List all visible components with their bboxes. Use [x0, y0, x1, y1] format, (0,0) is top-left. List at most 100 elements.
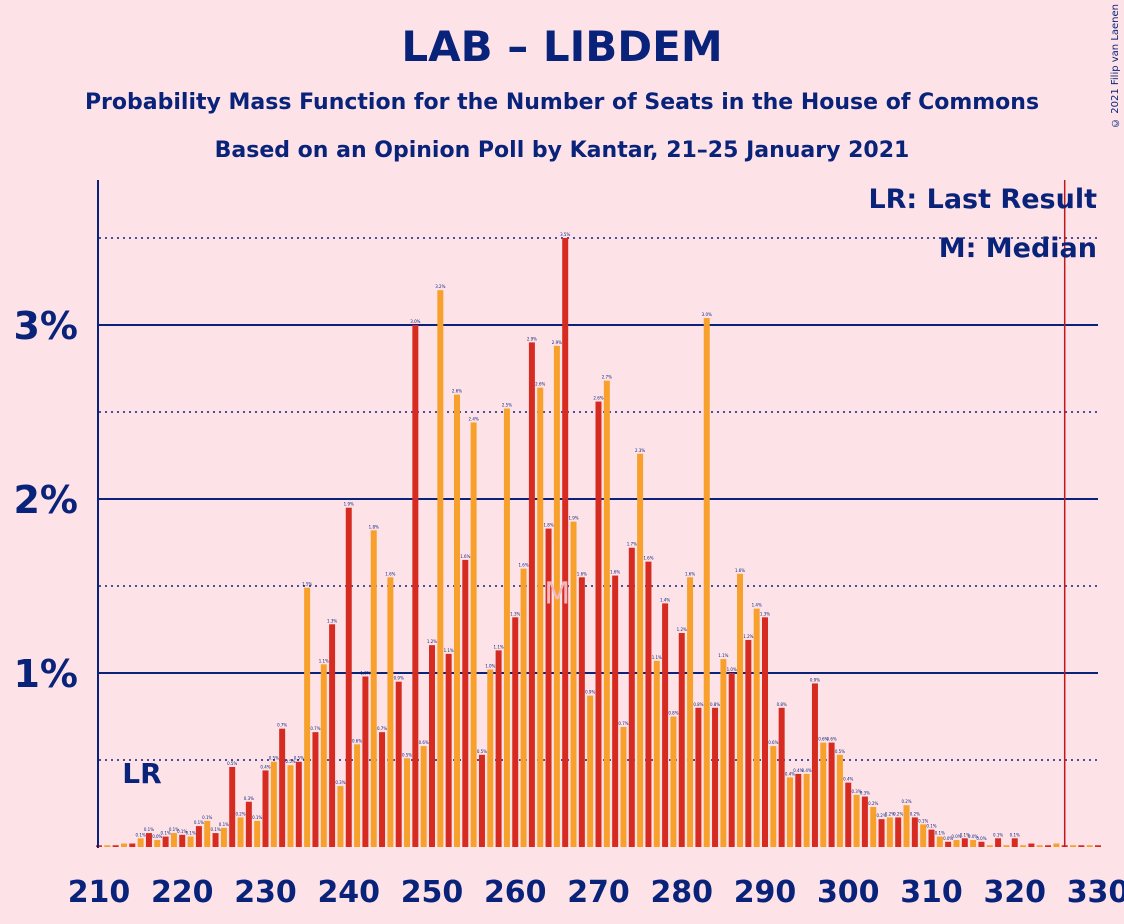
bar-value-label: 0.5%: [477, 749, 487, 754]
bar: [886, 817, 893, 847]
bar-value-label: 0.6%: [419, 740, 429, 745]
bar: [986, 845, 993, 847]
bar-value-label: 0.3%: [851, 789, 861, 794]
bar: [870, 806, 877, 847]
bar-value-label: 0.1%: [185, 831, 195, 836]
bar: [445, 653, 452, 847]
bar-value-label: 0.3%: [860, 791, 870, 796]
bar-value-label: 0.9%: [810, 677, 820, 682]
bar-value-label: 0.7%: [310, 726, 320, 731]
bar-value-label: 0.0%: [951, 834, 961, 839]
bar: [237, 817, 244, 847]
bar: [628, 547, 635, 847]
bar: [553, 345, 560, 847]
bar-value-label: 0.7%: [377, 726, 387, 731]
bar-value-label: 0.3%: [335, 780, 345, 785]
bar-value-label: 0.0%: [968, 834, 978, 839]
bar-value-label: 2.6%: [593, 396, 603, 401]
bar: [720, 659, 727, 847]
bar: [695, 707, 702, 847]
bar: [387, 577, 394, 847]
bar: [129, 843, 136, 847]
bar: [836, 754, 843, 847]
bar-value-label: 2.7%: [602, 375, 612, 380]
bar: [287, 765, 294, 847]
bar: [645, 561, 652, 847]
bar: [970, 840, 977, 847]
bar-value-label: 0.2%: [901, 799, 911, 804]
y-tick-label: 1%: [13, 652, 78, 696]
bar-value-label: 0.5%: [227, 761, 237, 766]
bar-value-label: 1.7%: [627, 542, 637, 547]
bar: [1003, 845, 1010, 847]
bar: [945, 841, 952, 847]
x-tick-label: 260: [484, 875, 547, 910]
bar: [245, 801, 252, 847]
bar: [578, 577, 585, 847]
bar: [337, 786, 344, 847]
bar: [637, 453, 644, 847]
bar: [312, 732, 319, 847]
bar-value-label: 1.5%: [302, 582, 312, 587]
bar-value-label: 3.5%: [560, 232, 570, 237]
bar: [562, 238, 569, 847]
bar: [137, 838, 144, 847]
bar-value-label: 0.1%: [219, 822, 229, 827]
bar-value-label: 2.9%: [527, 336, 537, 341]
bar: [961, 838, 968, 847]
y-tick-label: 3%: [13, 304, 78, 348]
bar: [220, 827, 227, 847]
bar: [737, 573, 744, 847]
bar: [370, 530, 377, 847]
bar-value-label: 1.1%: [319, 658, 329, 663]
bar: [911, 817, 918, 847]
x-tick-label: 210: [68, 875, 131, 910]
bar: [212, 833, 219, 847]
legend-median: M: Median: [939, 233, 1097, 264]
bar: [853, 794, 860, 847]
bar-value-label: 0.1%: [993, 832, 1003, 837]
bar: [404, 758, 411, 847]
bar: [953, 840, 960, 847]
bar-value-label: 0.0%: [976, 836, 986, 841]
bar-value-label: 0.1%: [960, 832, 970, 837]
bar-value-label: 1.0%: [727, 667, 737, 672]
bar-value-label: 0.0%: [943, 836, 953, 841]
bar: [620, 726, 627, 847]
bar: [612, 575, 619, 847]
bar: [537, 387, 544, 847]
bar: [603, 380, 610, 847]
bar-value-label: 0.4%: [843, 777, 853, 782]
bar: [795, 773, 802, 847]
bar-value-label: 0.1%: [252, 815, 262, 820]
chart-subtitle-poll: Based on an Opinion Poll by Kantar, 21–2…: [214, 138, 910, 163]
bar-value-label: 0.4%: [785, 771, 795, 776]
bar: [770, 746, 777, 847]
bar: [878, 819, 885, 847]
x-tick-label: 330: [1067, 875, 1124, 910]
bar: [753, 608, 760, 847]
bar: [1011, 838, 1018, 847]
bar-value-label: 0.4%: [260, 764, 270, 769]
bar-value-label: 0.1%: [926, 824, 936, 829]
bar-value-label: 2.5%: [502, 403, 512, 408]
bar: [154, 840, 161, 847]
bar-value-label: 1.0%: [360, 670, 370, 675]
bar: [362, 676, 369, 847]
bar: [345, 507, 352, 847]
bar: [895, 817, 902, 847]
bar-value-label: 0.1%: [177, 829, 187, 834]
bar-value-label: 0.1%: [918, 818, 928, 823]
bar: [803, 773, 810, 847]
bar: [379, 732, 386, 847]
bar: [845, 782, 852, 847]
bar: [104, 845, 111, 847]
bar: [179, 834, 186, 847]
bar: [712, 707, 719, 847]
bar: [329, 624, 336, 847]
bar-value-label: 1.1%: [718, 653, 728, 658]
x-tick-label: 320: [983, 875, 1046, 910]
bar: [662, 603, 669, 847]
bar-value-label: 0.1%: [1010, 832, 1020, 837]
bar-value-label: 2.6%: [535, 382, 545, 387]
